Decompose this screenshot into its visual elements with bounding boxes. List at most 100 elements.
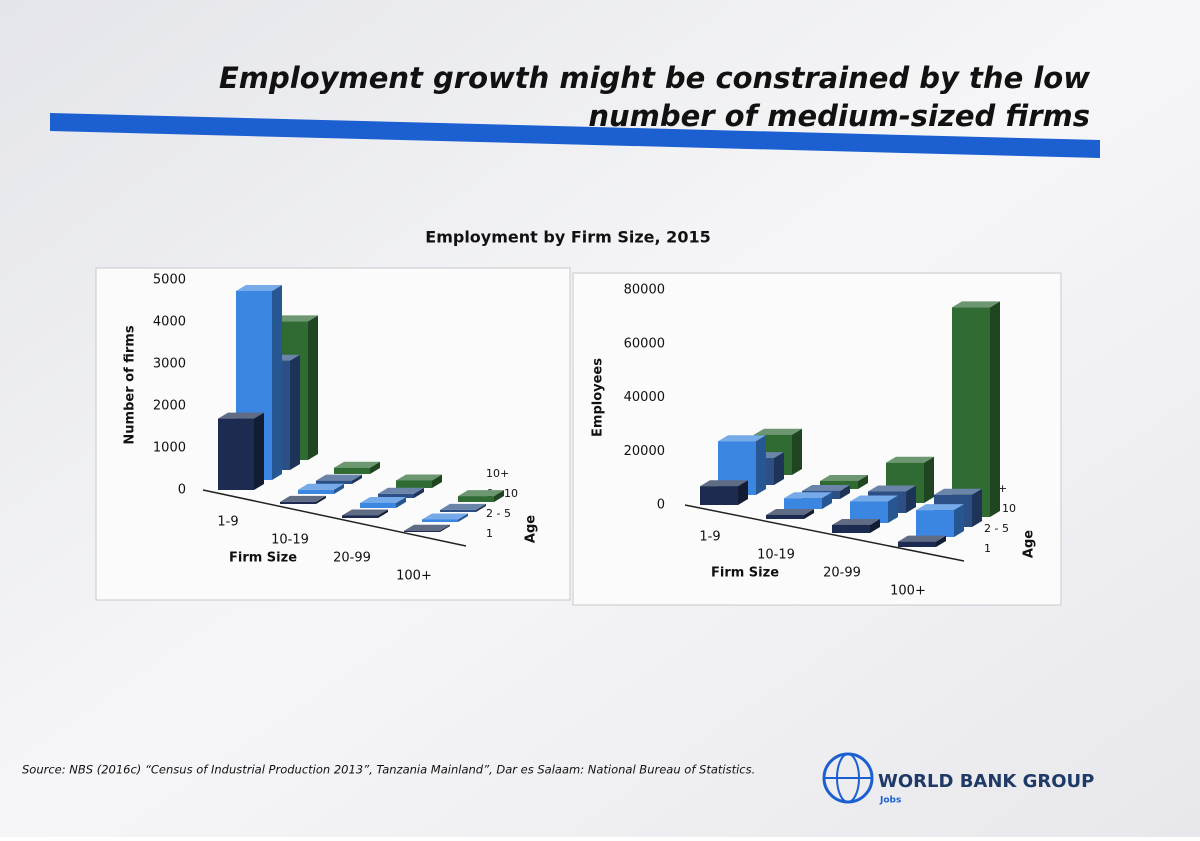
legend-label: 1 (486, 527, 493, 540)
figure-title: Employment by Firm Size, 2015 (425, 228, 710, 247)
bar-side (954, 504, 964, 537)
x-tick-label: 20-99 (333, 551, 371, 566)
bar-side (924, 456, 934, 503)
bar (952, 307, 990, 517)
source-note: Source: NBS (2016c) “Census of Industria… (22, 763, 755, 777)
bar (360, 502, 396, 508)
bar-side (370, 461, 380, 474)
bar-top (784, 492, 832, 499)
y-tick-label: 0 (657, 498, 665, 513)
bar (700, 486, 738, 505)
bar-side (272, 285, 282, 480)
bar (298, 489, 334, 494)
bar-top (718, 435, 766, 442)
bar (378, 493, 414, 498)
bar-top (316, 474, 362, 481)
bar-top (342, 509, 388, 516)
bar (396, 480, 432, 488)
legend-label: 10+ (486, 467, 509, 480)
bar (916, 510, 954, 537)
x-tick-label: 20-99 (823, 566, 861, 581)
bar (784, 498, 822, 509)
bar-side (840, 484, 850, 499)
bar-top (820, 474, 868, 481)
title-bar (50, 113, 1100, 158)
y-tick-label: 0 (178, 483, 186, 498)
y-tick-label: 60000 (624, 336, 665, 351)
bar-side (458, 513, 468, 522)
floor-axis (202, 489, 467, 547)
bar-side (352, 474, 362, 484)
bar-side (738, 480, 748, 505)
bar-top (280, 495, 326, 502)
y-tick-label: 20000 (624, 444, 665, 459)
x-tick-label: 10-19 (271, 533, 309, 548)
bar-side (334, 483, 344, 494)
y-tick-label: 2000 (153, 399, 186, 414)
bar (422, 519, 458, 522)
bar-top (422, 513, 468, 520)
bar-side (858, 474, 868, 489)
bar-top (378, 487, 424, 494)
bar (334, 467, 370, 474)
bar-top (832, 518, 880, 525)
floor-axis (684, 504, 965, 562)
bar-side (440, 524, 450, 532)
y-tick-label: 40000 (624, 390, 665, 405)
bar-side (316, 495, 326, 504)
bar-top (886, 456, 934, 463)
bar-top (334, 461, 380, 468)
slide-title: Employment growth might be constrained b… (219, 61, 1090, 95)
y-axis-label: Employees (591, 358, 606, 437)
legend-label: 1 (984, 542, 991, 555)
z-axis-label: Age (1022, 530, 1037, 558)
bar (898, 541, 936, 547)
bar-top (766, 508, 814, 515)
bar-side (774, 452, 784, 485)
bar (440, 509, 476, 512)
bar (316, 480, 352, 484)
bar-side (906, 485, 916, 513)
bar-side (378, 509, 388, 518)
x-tick-label: 1-9 (699, 530, 720, 545)
bar (218, 418, 254, 490)
y-axis-label: Number of firms (123, 325, 138, 444)
bar-top (218, 412, 264, 419)
bar-side (756, 435, 766, 495)
x-tick-label: 100+ (396, 569, 432, 584)
legend-label: 2 - 5 (486, 507, 511, 520)
bar-top (360, 496, 406, 503)
bar-top (396, 474, 442, 481)
bar-top (850, 495, 898, 502)
x-tick-label: 100+ (890, 584, 926, 599)
bar-top (272, 315, 318, 322)
bar (458, 496, 494, 502)
logo-text: WORLD BANK GROUP (878, 771, 1094, 792)
bar (342, 515, 378, 518)
bar (850, 501, 888, 523)
bar-top (868, 485, 916, 492)
bar-side (936, 535, 946, 547)
bar-top (802, 484, 850, 491)
bar (832, 524, 870, 533)
bar-top (404, 524, 450, 531)
x-axis-label: Firm Size (711, 566, 779, 581)
x-tick-label: 1-9 (217, 515, 238, 530)
bar (404, 530, 440, 532)
y-tick-label: 5000 (153, 273, 186, 288)
bar-side (972, 488, 982, 527)
bar-side (792, 428, 802, 475)
x-axis-label: Firm Size (229, 551, 297, 566)
bar-side (476, 503, 486, 512)
y-tick-label: 1000 (153, 441, 186, 456)
chart-frame (95, 267, 571, 601)
bar-side (254, 412, 264, 490)
x-tick-label: 10-19 (757, 548, 795, 563)
slide-title: number of medium-sized firms (588, 99, 1090, 133)
bar-top (440, 503, 486, 510)
bar-top (298, 483, 344, 490)
bar-side (494, 490, 504, 502)
bar-side (990, 301, 1000, 517)
bar-top (700, 480, 748, 487)
